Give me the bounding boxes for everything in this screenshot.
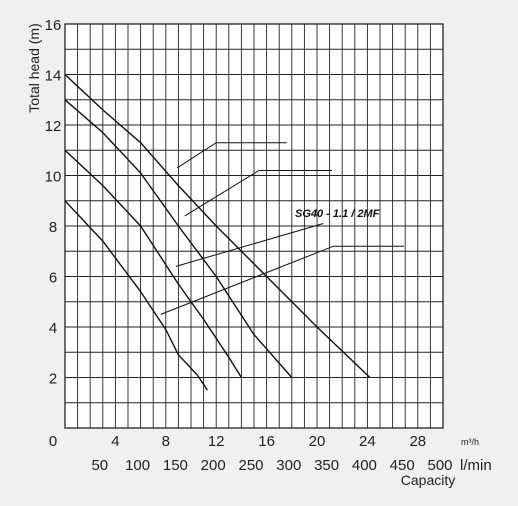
y-tick-label: 12	[45, 118, 62, 135]
x-tick-label-lmin: 250	[238, 457, 263, 474]
leader-lines	[160, 142, 404, 315]
x-tick-label-m3h: 20	[309, 433, 326, 450]
x-tick-labels-lmin: 50 100 150 200 250 300 350 400 450 500	[91, 457, 452, 474]
leader-line	[175, 223, 324, 267]
y-axis-label: Total head (m)	[26, 23, 42, 112]
y-tick-label: 14	[45, 68, 62, 85]
x-tick-label-m3h: 16	[258, 433, 275, 450]
unit-lmin-label: l/min	[460, 457, 492, 474]
model-annotation: SG40 - 1.1 / 2MF	[295, 208, 380, 220]
leader-line	[184, 170, 333, 217]
performance-curve	[64, 73, 371, 379]
y-tick-label: 6	[49, 270, 57, 287]
x-tick-label-lmin: 300	[276, 457, 301, 474]
grid	[65, 24, 443, 428]
leader-line	[160, 245, 404, 315]
x-tick-label-m3h: 28	[409, 433, 426, 450]
x-tick-label-lmin: 450	[390, 457, 415, 474]
y-tick-label: 4	[49, 320, 57, 337]
performance-curve	[64, 99, 293, 378]
performance-curve	[64, 149, 242, 378]
leader-line	[176, 142, 287, 169]
x-tick-label-lmin: 150	[163, 457, 188, 474]
y-tick-label: 16	[45, 17, 62, 34]
performance-curves	[64, 73, 371, 391]
y-tick-label: 2	[49, 371, 57, 388]
y-tick-label: 8	[49, 219, 57, 236]
performance-curve	[64, 200, 208, 391]
unit-m3h-label: m³/h	[461, 437, 479, 447]
x-tick-label-lmin: 100	[125, 457, 150, 474]
y-tick-labels: 2 4 6 8 10 12 14 16	[45, 17, 62, 388]
x-tick-label-m3h: 8	[162, 433, 170, 450]
x-tick-label-lmin: 350	[314, 457, 339, 474]
x-tick-label-m3h: 24	[359, 433, 376, 450]
x-axis-label: Capacity	[401, 472, 455, 488]
origin-label: 0	[49, 433, 57, 450]
x-tick-label-lmin: 200	[201, 457, 226, 474]
x-tick-labels-m3h: 4 8 12 16 20 24 28	[111, 433, 426, 450]
x-tick-label-lmin: 500	[427, 457, 452, 474]
x-tick-label-lmin: 400	[352, 457, 377, 474]
y-tick-label: 10	[45, 169, 62, 186]
x-tick-label-m3h: 4	[111, 433, 119, 450]
x-tick-label-m3h: 12	[208, 433, 225, 450]
x-tick-label-lmin: 50	[91, 457, 108, 474]
